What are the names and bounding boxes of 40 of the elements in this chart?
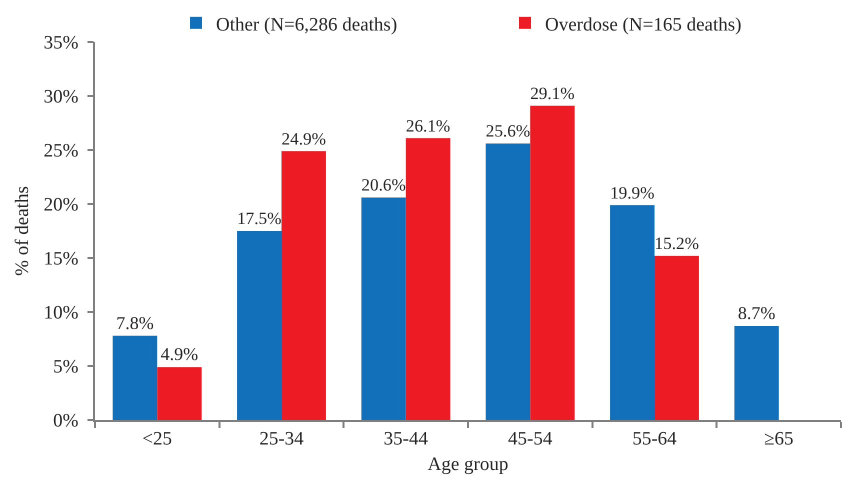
bar	[530, 106, 575, 420]
data-label: 25.6%	[486, 122, 530, 141]
data-label: 24.9%	[282, 129, 326, 148]
y-tick-label: 0%	[53, 410, 79, 432]
bar	[237, 231, 282, 420]
legend-label: Overdose (N=165 deaths)	[545, 14, 742, 36]
y-tick-label: 25%	[44, 140, 79, 162]
x-tick-label: 45-54	[508, 428, 553, 450]
data-label: 15.2%	[654, 234, 699, 254]
bar	[734, 326, 779, 420]
bar	[157, 367, 202, 420]
x-tick-label: <25	[142, 428, 172, 450]
bar	[282, 151, 326, 420]
data-label: 29.1%	[530, 84, 575, 103]
data-label: 17.5%	[237, 209, 282, 228]
y-tick-label: 15%	[44, 248, 79, 270]
bar	[610, 205, 654, 420]
bar	[654, 256, 699, 420]
y-tick-label: 35%	[44, 32, 79, 54]
bar	[361, 198, 406, 420]
y-tick-label: 20%	[44, 194, 79, 216]
x-tick-label: 55-64	[632, 428, 678, 450]
bar	[406, 138, 450, 420]
data-label: 4.9%	[160, 344, 198, 364]
bar	[486, 144, 530, 420]
y-tick-label: 30%	[44, 86, 79, 108]
y-tick-label: 10%	[44, 302, 79, 324]
data-label: 7.8%	[116, 312, 154, 333]
data-label: 19.9%	[610, 183, 654, 202]
x-axis-title: Age group	[428, 454, 508, 475]
data-label: 26.1%	[406, 116, 450, 136]
x-tick-label: 25-34	[259, 428, 304, 450]
legend-label: Other (N=6,286 deaths)	[216, 14, 398, 36]
bar	[112, 336, 158, 420]
y-axis-title: % of deaths	[12, 186, 33, 276]
data-label: 8.7%	[738, 303, 776, 324]
x-tick-label: 35-44	[384, 428, 428, 450]
y-tick-label: 5%	[53, 356, 79, 378]
data-label: 20.6%	[361, 176, 406, 195]
x-tick-label: ≥65	[764, 428, 794, 450]
